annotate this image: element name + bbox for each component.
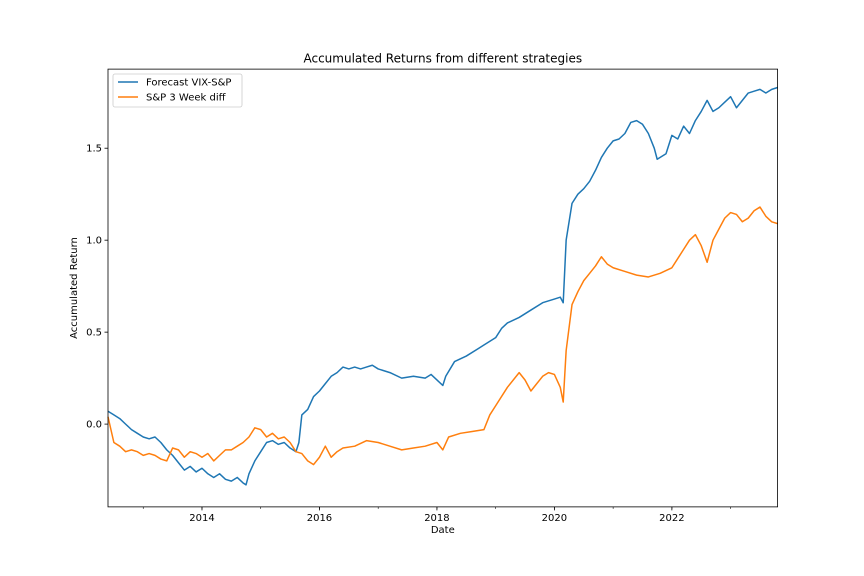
series-line-forecast-vix-sp: [107, 86, 778, 486]
plot-area-frame: [107, 68, 778, 508]
x-tick-label: 2018: [424, 513, 449, 524]
x-tick-label: 2014: [189, 513, 214, 524]
legend-box: [112, 73, 243, 108]
legend-label-forecast: Forecast VIX-S&P: [146, 78, 231, 89]
x-tick-label: 2016: [307, 513, 332, 524]
series-layer: [107, 86, 778, 486]
x-tick-label: 2020: [542, 513, 567, 524]
y-tick-label: 1.5: [86, 144, 102, 155]
chart-title: Accumulated Returns from different strat…: [303, 52, 582, 66]
y-tick-label: 0.5: [86, 328, 102, 339]
y-tick-label: 0.0: [86, 420, 102, 431]
y-tick-label: 1.0: [86, 236, 102, 247]
y-axis-label: Accumulated Return: [69, 237, 80, 339]
legend-label-sp-diff: S&P 3 Week diff: [146, 93, 227, 104]
tick-layer: 2014 2016 2018 2020 2022 0.0 0.5 1.0 1.5: [86, 144, 731, 524]
series-line-sp-3-week-diff: [107, 206, 778, 466]
legend: Forecast VIX-S&P S&P 3 Week diff: [112, 73, 243, 108]
x-axis-label: Date: [431, 525, 455, 536]
x-tick-label: 2022: [659, 513, 684, 524]
